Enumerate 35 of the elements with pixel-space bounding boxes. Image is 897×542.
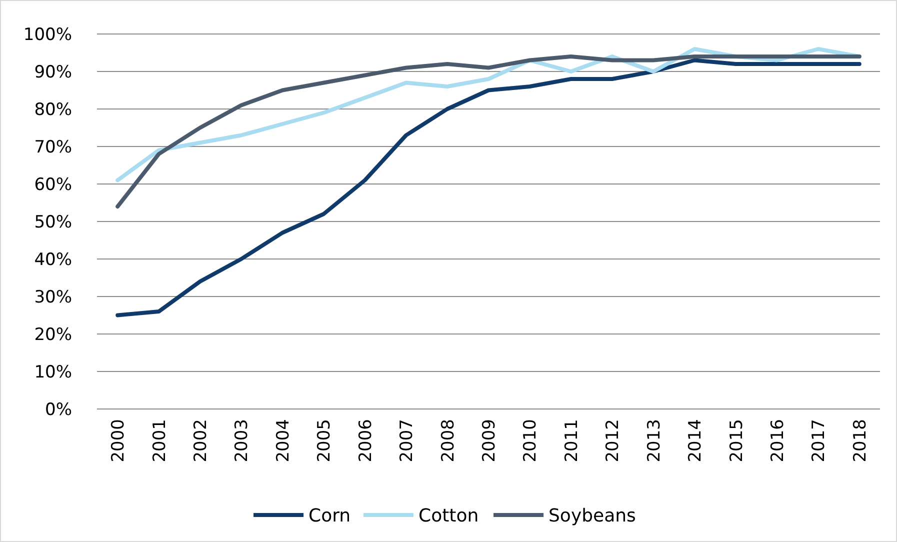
x-tick-label: 2015 <box>726 419 747 462</box>
x-tick-label: 2000 <box>108 419 129 462</box>
line-series <box>116 58 862 318</box>
x-tick-label: 2012 <box>603 419 624 462</box>
x-tick-label: 2008 <box>438 419 458 462</box>
y-tick-label: 20% <box>34 324 72 345</box>
x-tick-label: 2011 <box>562 419 582 462</box>
x-tick-label: 2006 <box>356 419 376 462</box>
legend-label: Cotton <box>418 505 479 526</box>
x-tick-label: 2004 <box>273 419 294 462</box>
y-tick-label: 100% <box>23 24 72 45</box>
y-tick-label: 60% <box>34 174 72 195</box>
y-tick-label: 80% <box>34 100 72 120</box>
y-tick-label: 70% <box>34 137 72 158</box>
x-tick-label: 2003 <box>232 419 252 462</box>
x-tick-label: 2016 <box>768 419 788 462</box>
x-tick-label: 2007 <box>397 419 418 462</box>
line-series <box>116 54 862 208</box>
x-tick-label: 2014 <box>686 419 706 462</box>
x-tick-label: 2001 <box>150 419 170 462</box>
x-tick-label: 2002 <box>191 419 212 462</box>
x-tick-label: 2005 <box>314 419 335 462</box>
y-tick-label: 30% <box>34 287 72 308</box>
y-tick-label: 10% <box>34 362 72 382</box>
y-tick-label: 50% <box>34 212 72 232</box>
y-tick-label: 40% <box>34 250 72 270</box>
x-tick-label: 2018 <box>850 419 870 462</box>
y-tick-label: 0% <box>45 400 72 420</box>
x-tick-label: 2010 <box>520 419 541 462</box>
legend-label: Corn <box>308 505 351 526</box>
x-tick-label: 2017 <box>809 419 830 462</box>
x-tick-label: 2009 <box>480 419 500 462</box>
y-tick-label: 90% <box>34 62 72 82</box>
legend-label: Soybeans <box>548 505 636 526</box>
x-tick-label: 2013 <box>644 419 664 462</box>
